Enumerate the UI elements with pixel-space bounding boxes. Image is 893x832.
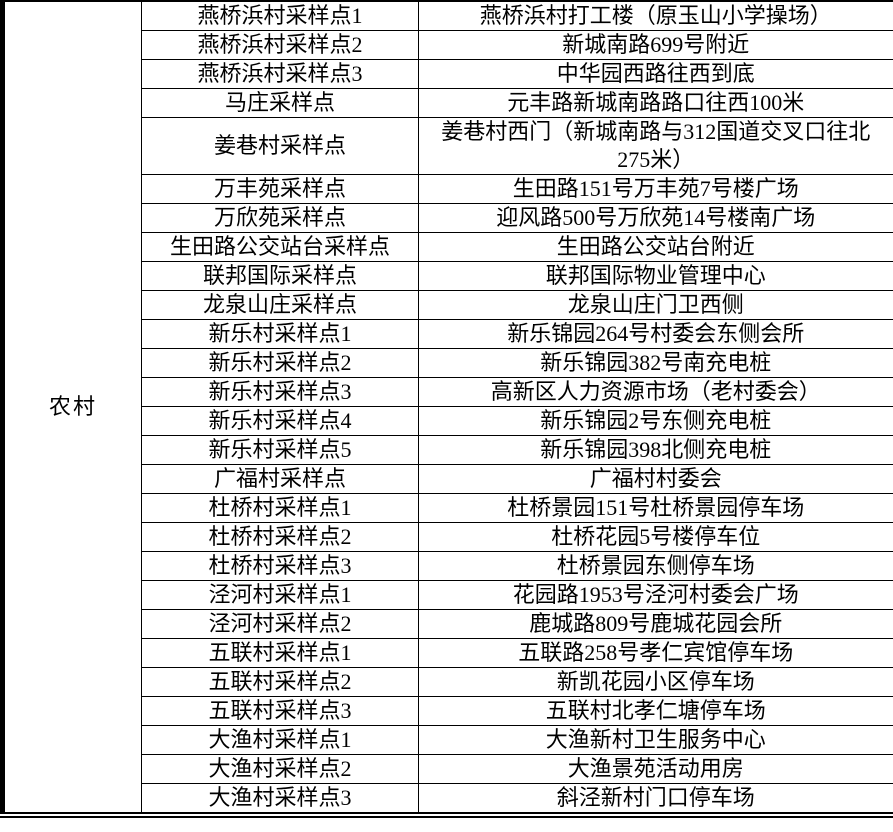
site-location-cell: 杜桥花园5号楼停车位: [418, 522, 893, 552]
site-location-cell: 元丰路新城南路路口往西100米: [418, 88, 893, 118]
site-location-cell: 五联村北孝仁塘停车场: [418, 696, 893, 726]
site-location-cell: 龙泉山庄门卫西侧: [418, 290, 893, 320]
table-row: 大渔村采样点2 大渔景苑活动用房: [3, 754, 893, 784]
table-row: 联邦国际采样点 联邦国际物业管理中心: [3, 261, 893, 291]
table-row: 大渔村采样点3 斜泾新村门口停车场: [3, 783, 893, 816]
site-location-cell: 杜桥景园东侧停车场: [418, 551, 893, 581]
site-name-cell: 杜桥村采样点1: [141, 493, 419, 523]
site-name-cell: 马庄采样点: [141, 88, 419, 118]
site-name-cell: 大渔村采样点1: [141, 725, 419, 755]
site-location-cell: 姜巷村西门（新城南路与312国道交叉口往北275米）: [418, 117, 893, 175]
site-location-cell: 迎风路500号万欣苑14号楼南广场: [418, 203, 893, 233]
site-name-cell: 新乐村采样点4: [141, 406, 419, 436]
site-location-cell: 大渔景苑活动用房: [418, 754, 893, 784]
table-row: 新乐村采样点5 新乐锦园398北侧充电桩: [3, 435, 893, 465]
site-location-cell: 新乐锦园264号村委会东侧会所: [418, 319, 893, 349]
site-location-cell: 新城南路699号附近: [418, 30, 893, 60]
table-row: 泾河村采样点1 花园路1953号泾河村委会广场: [3, 580, 893, 610]
site-name-cell: 五联村采样点1: [141, 638, 419, 668]
table-row: 姜巷村采样点 姜巷村西门（新城南路与312国道交叉口往北275米）: [3, 117, 893, 175]
site-location-cell: 新乐锦园2号东侧充电桩: [418, 406, 893, 436]
site-name-cell: 万丰苑采样点: [141, 174, 419, 204]
site-name-cell: 五联村采样点3: [141, 696, 419, 726]
site-name-cell: 新乐村采样点5: [141, 435, 419, 465]
table-row: 燕桥浜村采样点3 中华园西路往西到底: [3, 59, 893, 89]
site-name-cell: 姜巷村采样点: [141, 117, 419, 175]
site-name-cell: 大渔村采样点2: [141, 754, 419, 784]
site-location-cell: 鹿城路809号鹿城花园会所: [418, 609, 893, 639]
site-name-cell: 杜桥村采样点2: [141, 522, 419, 552]
site-name-cell: 燕桥浜村采样点1: [141, 0, 419, 31]
site-location-cell: 燕桥浜村打工楼（原玉山小学操场）: [418, 0, 893, 31]
table-row: 杜桥村采样点2 杜桥花园5号楼停车位: [3, 522, 893, 552]
table-row: 广福村采样点 广福村村委会: [3, 464, 893, 494]
table-body: 农村 燕桥浜村采样点1 燕桥浜村打工楼（原玉山小学操场） 燕桥浜村采样点2 新城南路69…: [2, 0, 893, 816]
site-name-cell: 新乐村采样点1: [141, 319, 419, 349]
site-name-cell: 大渔村采样点3: [141, 783, 419, 816]
site-name-cell: 龙泉山庄采样点: [141, 290, 419, 320]
table-row: 五联村采样点1 五联路258号孝仁宾馆停车场: [3, 638, 893, 668]
table-row: 新乐村采样点1 新乐锦园264号村委会东侧会所: [3, 319, 893, 349]
site-location-cell: 花园路1953号泾河村委会广场: [418, 580, 893, 610]
site-location-cell: 新乐锦园398北侧充电桩: [418, 435, 893, 465]
table-row: 生田路公交站台采样点 生田路公交站台附近: [3, 232, 893, 262]
site-location-cell: 生田路公交站台附近: [418, 232, 893, 262]
site-location-cell: 联邦国际物业管理中心: [418, 261, 893, 291]
site-name-cell: 新乐村采样点2: [141, 348, 419, 378]
site-location-cell: 高新区人力资源市场（老村委会）: [418, 377, 893, 407]
table-row: 新乐村采样点4 新乐锦园2号东侧充电桩: [3, 406, 893, 436]
table-row: 万欣苑采样点 迎风路500号万欣苑14号楼南广场: [3, 203, 893, 233]
table-row: 杜桥村采样点3 杜桥景园东侧停车场: [3, 551, 893, 581]
table-row: 农村 燕桥浜村采样点1 燕桥浜村打工楼（原玉山小学操场）: [2, 0, 893, 816]
site-name-cell: 杜桥村采样点3: [141, 551, 419, 581]
site-name-cell: 联邦国际采样点: [141, 261, 419, 291]
table-row: 大渔村采样点1 大渔新村卫生服务中心: [3, 725, 893, 755]
table-row: 泾河村采样点2 鹿城路809号鹿城花园会所: [3, 609, 893, 639]
site-name-cell: 泾河村采样点2: [141, 609, 419, 639]
site-name-cell: 生田路公交站台采样点: [141, 232, 419, 262]
site-name-cell: 广福村采样点: [141, 464, 419, 494]
site-location-cell: 新乐锦园382号南充电桩: [418, 348, 893, 378]
site-location-cell: 五联路258号孝仁宾馆停车场: [418, 638, 893, 668]
site-name-cell: 燕桥浜村采样点2: [141, 30, 419, 60]
site-name-cell: 五联村采样点2: [141, 667, 419, 697]
site-location-cell: 新凯花园小区停车场: [418, 667, 893, 697]
table-row: 燕桥浜村采样点2 新城南路699号附近: [3, 30, 893, 60]
site-location-cell: 中华园西路往西到底: [418, 59, 893, 89]
category-cell: 农村: [2, 0, 142, 816]
site-name-cell: 泾河村采样点1: [141, 580, 419, 610]
table-row: 五联村采样点3 五联村北孝仁塘停车场: [3, 696, 893, 726]
site-name-cell: 燕桥浜村采样点3: [141, 59, 419, 89]
site-name-cell: 新乐村采样点3: [141, 377, 419, 407]
table-row: 龙泉山庄采样点 龙泉山庄门卫西侧: [3, 290, 893, 320]
site-name-cell: 万欣苑采样点: [141, 203, 419, 233]
site-location-cell: 大渔新村卫生服务中心: [418, 725, 893, 755]
site-location-cell: 杜桥景园151号杜桥景园停车场: [418, 493, 893, 523]
site-location-cell: 斜泾新村门口停车场: [418, 783, 893, 816]
site-location-cell: 广福村村委会: [418, 464, 893, 494]
table-row: 马庄采样点 元丰路新城南路路口往西100米: [3, 88, 893, 118]
site-location-cell: 生田路151号万丰苑7号楼广场: [418, 174, 893, 204]
